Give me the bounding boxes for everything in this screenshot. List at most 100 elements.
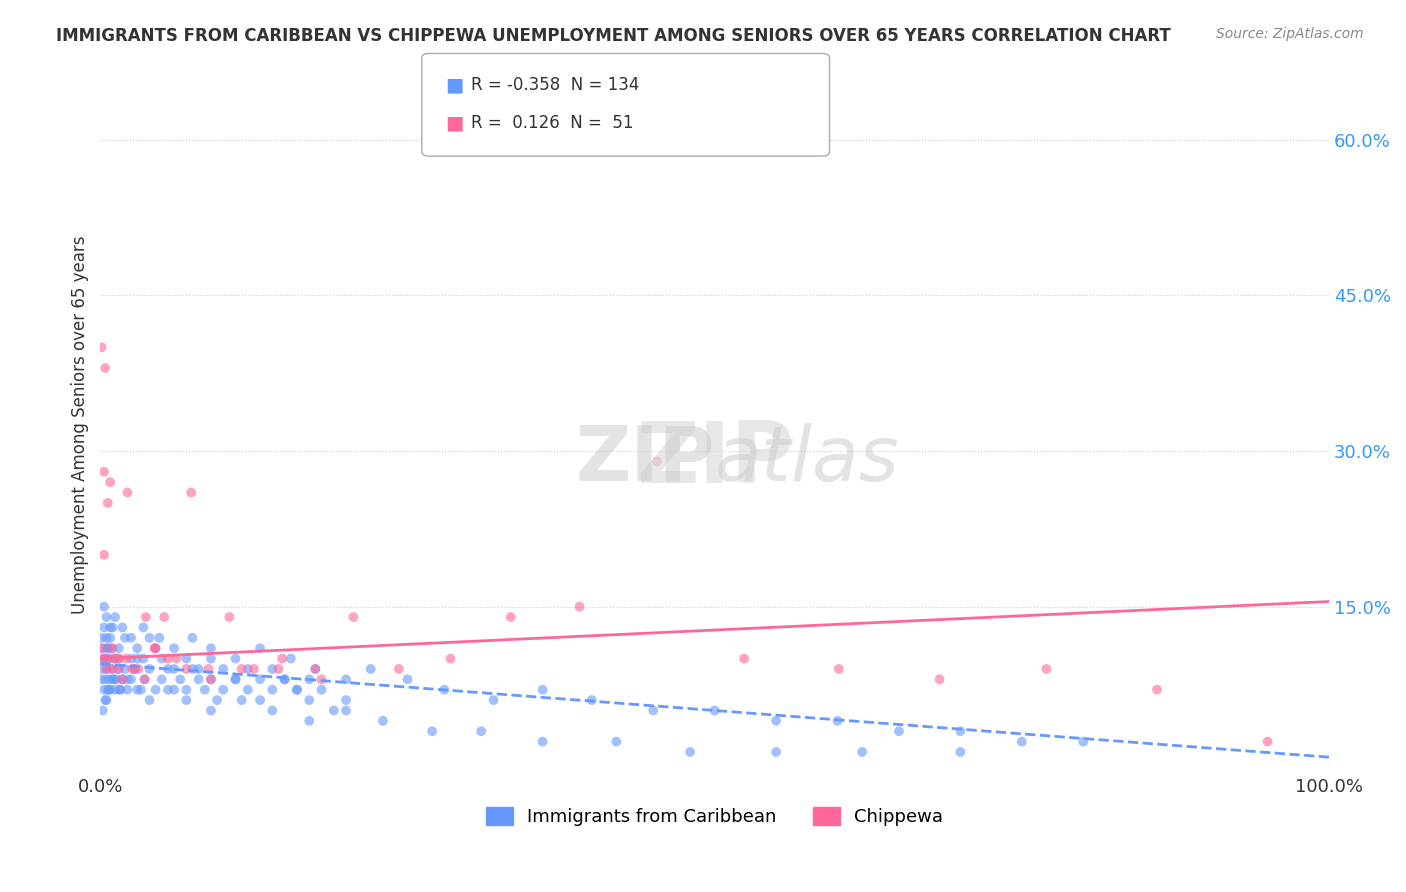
Point — [531, 734, 554, 748]
Point — [335, 703, 357, 717]
Point — [180, 485, 202, 500]
Point — [298, 693, 321, 707]
Point — [439, 651, 461, 665]
Point — [93, 599, 115, 614]
Point — [285, 682, 308, 697]
Point — [262, 703, 284, 717]
Point — [138, 693, 160, 707]
Text: atlas: atlas — [714, 423, 900, 497]
Point — [176, 662, 198, 676]
Point — [134, 673, 156, 687]
Point — [97, 682, 120, 697]
Point — [97, 641, 120, 656]
Point — [94, 673, 117, 687]
Point — [132, 651, 155, 665]
Point — [249, 641, 271, 656]
Point — [200, 651, 222, 665]
Point — [124, 662, 146, 676]
Point — [371, 714, 394, 728]
Point — [98, 682, 121, 697]
Point — [194, 682, 217, 697]
Point — [98, 631, 121, 645]
Point — [236, 682, 259, 697]
Point — [90, 340, 112, 354]
Text: R =  0.126  N =  51: R = 0.126 N = 51 — [471, 114, 634, 132]
Point — [342, 610, 364, 624]
Point — [156, 662, 179, 676]
Point — [280, 651, 302, 665]
Point — [200, 641, 222, 656]
Point — [104, 682, 127, 697]
Point — [138, 662, 160, 676]
Point — [94, 651, 117, 665]
Point — [124, 662, 146, 676]
Point — [117, 673, 139, 687]
Point — [129, 682, 152, 697]
Point — [156, 682, 179, 697]
Point — [104, 610, 127, 624]
Point — [115, 651, 138, 665]
Point — [101, 620, 124, 634]
Point — [91, 662, 114, 676]
Point — [132, 620, 155, 634]
Point — [733, 651, 755, 665]
Point — [91, 651, 114, 665]
Point — [91, 703, 114, 717]
Point — [143, 641, 166, 656]
Point — [285, 682, 308, 697]
Point — [120, 673, 142, 687]
Point — [176, 682, 198, 697]
Point — [928, 673, 950, 687]
Point — [197, 662, 219, 676]
Point — [108, 682, 131, 697]
Point — [107, 662, 129, 676]
Point — [93, 620, 115, 634]
Point — [90, 641, 112, 656]
Point — [153, 610, 176, 624]
Text: IMMIGRANTS FROM CARIBBEAN VS CHIPPEWA UNEMPLOYMENT AMONG SENIORS OVER 65 YEARS C: IMMIGRANTS FROM CARIBBEAN VS CHIPPEWA UN… — [56, 27, 1171, 45]
Point — [262, 662, 284, 676]
Point — [100, 662, 122, 676]
Point — [97, 641, 120, 656]
Point — [90, 631, 112, 645]
Point — [420, 724, 443, 739]
Legend: Immigrants from Caribbean, Chippewa: Immigrants from Caribbean, Chippewa — [478, 799, 950, 833]
Point — [96, 662, 118, 676]
Point — [231, 662, 253, 676]
Point — [1257, 734, 1279, 748]
Point — [304, 662, 326, 676]
Point — [949, 745, 972, 759]
Point — [531, 682, 554, 697]
Point — [101, 673, 124, 687]
Point — [249, 693, 271, 707]
Point — [117, 682, 139, 697]
Point — [200, 673, 222, 687]
Point — [94, 361, 117, 376]
Y-axis label: Unemployment Among Seniors over 65 years: Unemployment Among Seniors over 65 years — [72, 235, 89, 615]
Text: ■: ■ — [446, 75, 464, 95]
Point — [200, 673, 222, 687]
Point — [679, 745, 702, 759]
Point — [212, 682, 235, 697]
Point — [581, 693, 603, 707]
Point — [176, 693, 198, 707]
Point — [224, 673, 246, 687]
Point — [396, 673, 419, 687]
Point — [181, 631, 204, 645]
Point — [643, 703, 665, 717]
Point — [482, 693, 505, 707]
Point — [127, 682, 149, 697]
Point — [96, 631, 118, 645]
Point — [100, 641, 122, 656]
Point — [470, 724, 492, 739]
Point — [949, 724, 972, 739]
Point — [273, 673, 295, 687]
Point — [91, 641, 114, 656]
Point — [111, 620, 134, 634]
Point — [166, 651, 188, 665]
Point — [150, 673, 173, 687]
Point — [243, 662, 266, 676]
Point — [111, 673, 134, 687]
Point — [93, 651, 115, 665]
Point — [176, 651, 198, 665]
